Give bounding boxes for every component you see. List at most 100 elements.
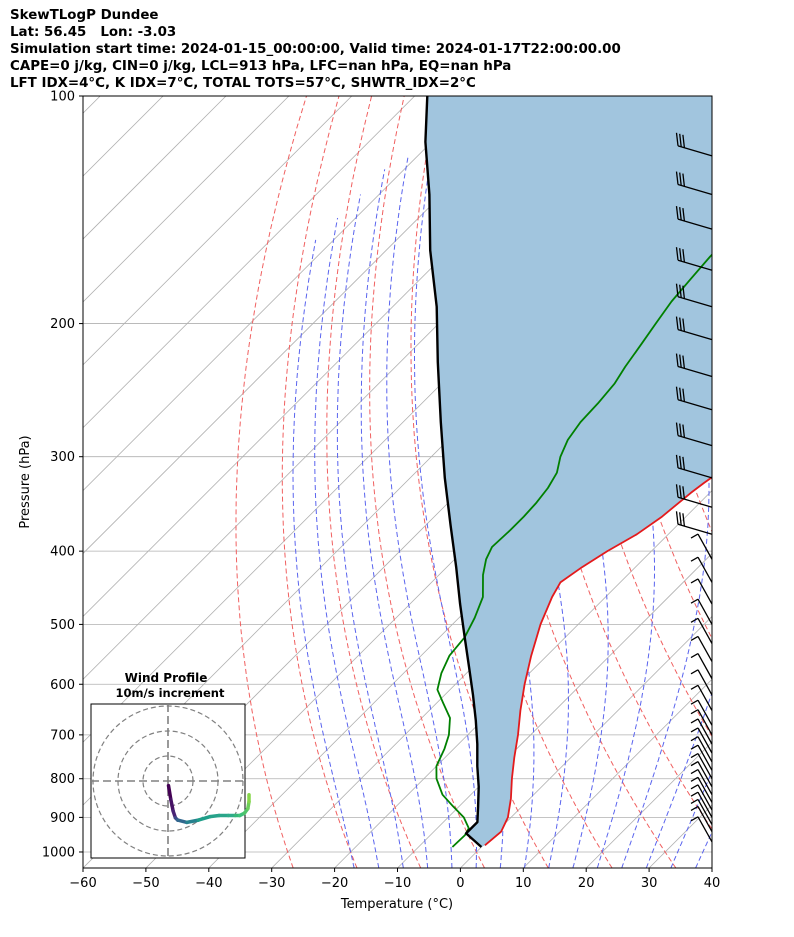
y-tick-label: 600 — [50, 678, 75, 693]
wind-barb-flag — [690, 652, 699, 659]
wind-barb — [675, 283, 713, 308]
isotherm — [711, 867, 712, 868]
wind-barb-shaft — [677, 145, 713, 157]
wind-barb — [690, 798, 713, 825]
moist-adiabat — [314, 217, 380, 868]
wind-barb-shaft — [677, 328, 713, 341]
dry-adiabat — [763, 96, 794, 868]
wind-barb — [690, 776, 713, 803]
wind-barb-shaft — [677, 218, 713, 230]
wind-barb-shaft — [697, 761, 713, 788]
dry-adiabat — [410, 96, 549, 868]
isotherm — [83, 96, 101, 114]
wind-barb-flag — [690, 791, 699, 797]
y-tick-label: 700 — [50, 728, 75, 743]
moist-adiabat — [360, 169, 429, 868]
cin-shading — [425, 96, 712, 847]
header-indices-2: LFT IDX=4°C, K IDX=7°C, TOTAL TOTS=57°C,… — [10, 76, 476, 91]
wind-barb-shaft — [697, 806, 713, 832]
wind-barb-shaft — [677, 365, 713, 378]
wind-barb — [675, 171, 713, 196]
y-tick-label: 900 — [50, 811, 75, 826]
cin-area — [425, 96, 712, 847]
wind-barb-feather — [679, 387, 682, 401]
wind-barb-flag — [690, 776, 699, 782]
x-tick-label: −20 — [321, 876, 348, 891]
wind-barb-shaft — [677, 296, 713, 308]
wind-barb-shaft — [697, 556, 713, 583]
wind-barb-flag — [690, 816, 699, 822]
dry-adiabat — [369, 96, 485, 868]
wind-barb-shaft — [697, 636, 713, 662]
wind-barb — [690, 761, 713, 788]
wind-barb-shaft — [697, 709, 713, 736]
moist-adiabat — [596, 111, 655, 868]
wind-barb-shaft — [697, 799, 713, 825]
wind-barb-flag — [690, 744, 699, 750]
wind-barb-feather — [675, 247, 679, 261]
isotherm — [83, 96, 353, 366]
hodograph: Wind Profile 10m/s increment — [90, 671, 251, 859]
header-location: Lat: 56.45 Lon: -3.03 — [10, 25, 177, 40]
wind-barb-feather — [679, 133, 682, 147]
wind-barb-feather — [675, 171, 679, 185]
wind-barb-feather — [675, 132, 679, 146]
wind-barb — [675, 206, 713, 230]
header-indices-1: CAPE=0 j/kg, CIN=0 j/kg, LCL=913 hPa, LF… — [10, 59, 512, 74]
wind-barb-shaft — [697, 699, 713, 726]
wind-barb-feather — [682, 285, 686, 299]
wind-barb-flag — [690, 761, 699, 767]
wind-barb — [675, 422, 713, 447]
wind-barb — [690, 727, 713, 754]
hodograph-trace-segment — [169, 797, 175, 813]
wind-barb — [690, 556, 713, 583]
isotherm — [83, 96, 541, 555]
wind-barb — [690, 684, 713, 711]
wind-barb-feather — [682, 355, 686, 369]
wind-barb — [690, 635, 713, 662]
dry-adiabat — [235, 96, 307, 868]
wind-barb-feather — [675, 454, 679, 468]
x-tick-label: 30 — [641, 876, 658, 891]
wind-barb-flag — [690, 699, 699, 705]
wind-barb-shaft — [697, 744, 713, 771]
wind-barb — [675, 511, 713, 535]
wind-barb-feather — [682, 249, 686, 263]
moist-adiabat — [292, 239, 355, 868]
wind-barb-shaft — [697, 618, 713, 644]
wind-barb-shaft — [677, 259, 713, 271]
wind-barb — [690, 736, 713, 763]
x-tick-label: −60 — [69, 876, 96, 891]
wind-barb — [690, 791, 713, 818]
moist-adiabat — [414, 127, 477, 868]
wind-barb-shaft — [697, 685, 713, 711]
wind-barb-shaft — [697, 736, 713, 763]
moist-adiabat — [720, 112, 794, 868]
hodograph-title: Wind Profile — [125, 671, 208, 685]
x-axis-label: Temperature (°C) — [340, 897, 453, 912]
temperature-line — [484, 476, 712, 846]
wind-barb — [690, 805, 713, 832]
wind-barb-feather — [679, 172, 682, 186]
isotherm — [334, 490, 712, 868]
x-tick-label: 40 — [704, 876, 721, 891]
isotherm — [460, 615, 712, 868]
y-tick-label: 1000 — [42, 845, 75, 860]
moist-adiabat — [645, 691, 712, 868]
wind-barb-shaft — [677, 523, 713, 535]
wind-barb-flag — [690, 635, 699, 641]
wind-barb — [690, 752, 713, 780]
wind-barb — [675, 484, 713, 508]
wind-barb-feather — [679, 207, 682, 221]
isotherm — [83, 96, 478, 492]
wind-barb — [690, 784, 713, 811]
moist-adiabat — [386, 155, 453, 868]
isotherm — [83, 96, 290, 303]
wind-barb-flag — [690, 684, 699, 690]
wind-barb-shaft — [677, 434, 713, 447]
wind-barb-feather — [682, 173, 686, 187]
wind-barb-feather — [682, 486, 686, 500]
wind-barb-feather — [679, 485, 682, 499]
dry-adiabat — [281, 96, 358, 868]
wind-barb-flag — [690, 727, 699, 733]
